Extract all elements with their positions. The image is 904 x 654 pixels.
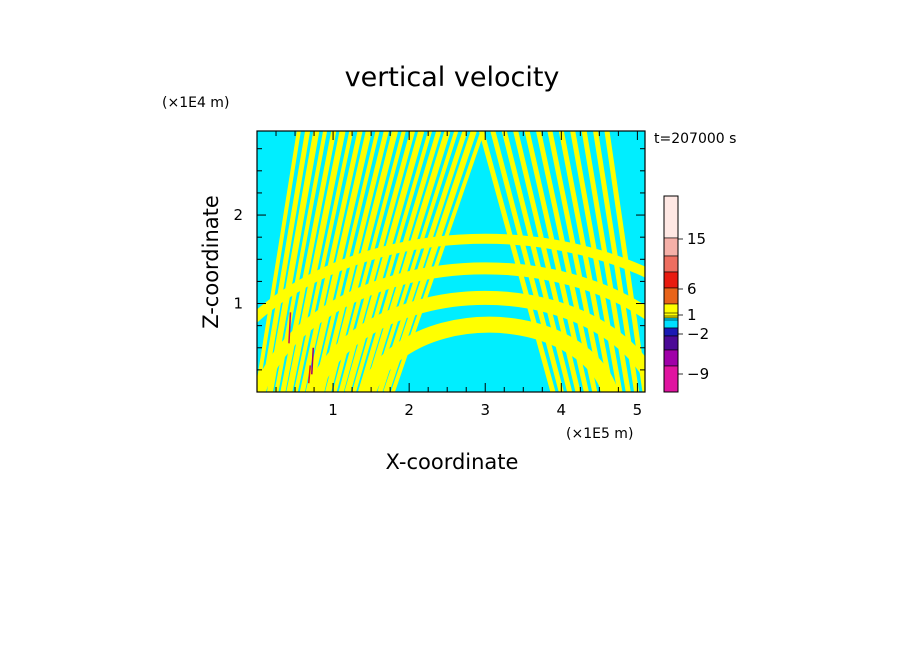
left-band <box>266 131 320 392</box>
left-band <box>377 131 468 392</box>
left-band <box>344 131 425 392</box>
left-band <box>383 131 477 392</box>
x-tick-label: 1 <box>328 401 338 419</box>
left-band <box>319 131 389 392</box>
right-band <box>581 131 631 392</box>
left-band <box>364 131 451 392</box>
right-band <box>558 131 614 392</box>
velocity-field <box>257 131 645 392</box>
colorbar-segment <box>663 335 679 351</box>
right-band <box>490 131 564 392</box>
y-axis-label: Z-coordinate <box>199 195 223 329</box>
arch-band <box>306 290 645 392</box>
colorbar-segment <box>663 271 679 289</box>
colorbar-segment <box>663 317 679 329</box>
y-axis-unit: (×1E4 m) <box>162 95 229 111</box>
chart-title: vertical velocity <box>345 62 560 93</box>
left-band <box>352 131 432 392</box>
plot-frame <box>256 130 646 393</box>
right-band <box>604 131 645 392</box>
velocity-bands <box>257 131 645 392</box>
colorbar-label: 15 <box>687 230 706 248</box>
colorbar-label: −2 <box>687 325 709 343</box>
colorbar-segment <box>663 237 679 257</box>
colorbar-label: −9 <box>687 365 709 383</box>
left-band <box>261 131 311 392</box>
left-band <box>332 131 406 392</box>
left-band <box>286 131 346 392</box>
left-band <box>293 131 354 392</box>
extreme-streak <box>307 365 312 384</box>
extreme-streak <box>288 312 292 344</box>
arch-band <box>359 316 619 392</box>
colorbar: 15 6 1−2 −9 <box>663 195 709 393</box>
left-band <box>325 131 398 392</box>
colorbar-label: 1 <box>687 306 697 324</box>
left-band <box>390 131 485 392</box>
right-band <box>501 131 573 392</box>
left-band <box>274 131 328 392</box>
right-band <box>536 131 598 392</box>
colorbar-segment <box>663 255 679 273</box>
left-band <box>280 131 337 392</box>
left-band <box>257 131 301 392</box>
right-band <box>593 131 640 392</box>
arch-band <box>257 233 645 323</box>
x-axis-unit: (×1E5 m) <box>566 426 633 442</box>
x-axis-ticks: 1 2 3 4 5 <box>256 131 643 419</box>
colorbar-label: 6 <box>687 280 697 298</box>
extreme-streak <box>311 347 315 375</box>
arch-band <box>257 262 645 392</box>
right-band <box>570 131 623 392</box>
left-band <box>338 131 415 392</box>
right-band <box>513 131 581 392</box>
colorbar-segment <box>663 349 679 367</box>
right-band <box>524 131 589 392</box>
left-band <box>299 131 363 392</box>
colorbar-segment <box>663 327 679 337</box>
x-tick-label: 3 <box>480 401 490 419</box>
x-tick-label: 2 <box>404 401 414 419</box>
x-tick-label: 5 <box>633 401 643 419</box>
colorbar-segment <box>663 195 679 239</box>
x-axis-label: X-coordinate <box>386 450 519 474</box>
left-band <box>371 131 459 392</box>
colorbar-frame <box>663 195 679 393</box>
colorbar-segment <box>663 365 679 393</box>
x-tick-label: 4 <box>557 401 567 419</box>
colorbar-segment <box>663 287 679 305</box>
y-axis-ticks: 12 <box>233 148 645 393</box>
right-band <box>547 131 606 392</box>
right-band <box>479 131 556 392</box>
time-label: t=207000 s <box>654 131 736 147</box>
left-band <box>305 131 372 392</box>
y-tick-label: 2 <box>233 206 243 224</box>
left-band <box>313 131 380 392</box>
y-tick-label: 1 <box>233 295 243 313</box>
left-band <box>358 131 442 392</box>
